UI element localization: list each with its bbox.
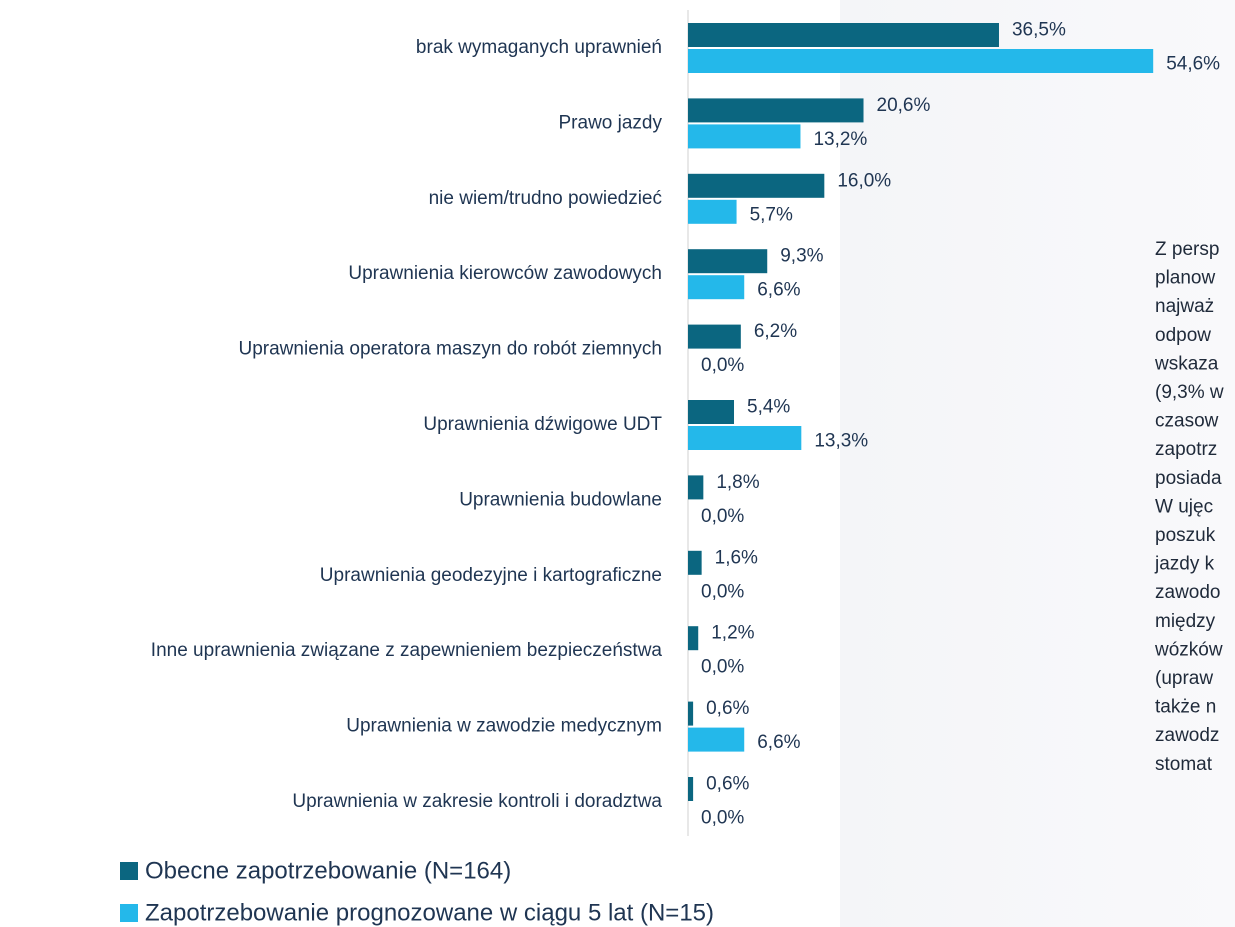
value-label: 16,0% <box>837 170 891 191</box>
bar <box>688 249 768 274</box>
category-label: Uprawnienia operatora maszyn do robót zi… <box>239 339 663 360</box>
value-label: 36,5% <box>1012 20 1066 41</box>
bar <box>688 426 802 450</box>
side-text: poszuk <box>1155 525 1216 546</box>
category-label: brak wymaganych uprawnień <box>416 37 662 58</box>
value-label: 5,4% <box>747 397 790 418</box>
side-text: zawodo <box>1155 582 1221 603</box>
value-label: 13,3% <box>814 431 868 452</box>
value-label: 1,8% <box>716 472 759 493</box>
side-text: odpow <box>1155 325 1211 346</box>
bar <box>688 49 1154 73</box>
value-label: 5,7% <box>750 204 793 225</box>
value-label: 6,2% <box>754 321 797 342</box>
value-label: 0,0% <box>701 506 744 527</box>
side-text: posiada <box>1155 468 1222 489</box>
side-text: czasow <box>1155 411 1219 432</box>
value-label: 54,6% <box>1166 54 1220 75</box>
category-label: Inne uprawnienia związane z zapewnieniem… <box>151 640 663 661</box>
bar <box>688 23 999 47</box>
bar <box>688 199 737 224</box>
bar <box>688 275 745 300</box>
bar <box>688 626 699 651</box>
value-label: 1,6% <box>715 547 758 568</box>
value-label: 0,0% <box>701 657 744 678</box>
side-text: wskaza <box>1154 353 1219 374</box>
category-label: Uprawnienia kierowców zawodowych <box>348 263 662 284</box>
bar <box>688 727 745 752</box>
legend-swatch <box>120 862 138 880</box>
side-text: zawodz <box>1155 725 1219 746</box>
value-label: 0,0% <box>701 581 744 602</box>
side-text: zapotrz <box>1155 439 1217 460</box>
category-label: Uprawnienia dźwigowe UDT <box>423 414 662 435</box>
side-text: jazdy k <box>1154 554 1215 575</box>
bar <box>688 124 801 149</box>
bar <box>688 701 694 726</box>
side-text: W ujęc <box>1155 496 1213 517</box>
bar <box>688 777 694 801</box>
bar <box>688 173 825 198</box>
side-text: najważ <box>1155 296 1214 317</box>
category-label: nie wiem/trudno powiedzieć <box>429 188 662 209</box>
side-text: (9,3% w <box>1155 382 1224 403</box>
value-label: 13,2% <box>813 129 867 150</box>
bar <box>688 324 741 349</box>
category-label: Prawo jazdy <box>559 112 663 133</box>
side-text: (upraw <box>1155 668 1213 689</box>
legend-label: Zapotrzebowanie prognozowane w ciągu 5 l… <box>145 899 714 926</box>
value-label: 0,0% <box>701 808 744 829</box>
bar <box>688 475 704 500</box>
value-label: 20,6% <box>877 95 931 116</box>
value-label: 0,6% <box>706 698 749 719</box>
legend-label: Obecne zapotrzebowanie (N=164) <box>145 857 511 884</box>
side-text: między <box>1155 611 1216 632</box>
category-label: Uprawnienia w zawodzie medycznym <box>346 716 662 737</box>
bar <box>688 400 735 424</box>
side-text: Z persp <box>1155 239 1219 260</box>
side-text: planow <box>1155 268 1215 289</box>
value-label: 6,6% <box>757 280 800 301</box>
side-panel <box>840 0 1235 927</box>
value-label: 1,2% <box>711 623 754 644</box>
side-text: stomat <box>1155 754 1213 775</box>
legend-swatch <box>120 904 138 922</box>
side-text: wózków <box>1154 639 1223 660</box>
value-label: 0,6% <box>706 774 749 795</box>
value-label: 0,0% <box>701 355 744 376</box>
bar <box>688 98 864 123</box>
category-label: Uprawnienia w zakresie kontroli i doradz… <box>292 791 662 812</box>
value-label: 9,3% <box>780 246 823 267</box>
side-text: także n <box>1155 697 1216 718</box>
bar <box>688 550 702 575</box>
category-label: Uprawnienia geodezyjne i kartograficzne <box>320 565 662 586</box>
value-label: 6,6% <box>757 732 800 753</box>
category-label: Uprawnienia budowlane <box>459 489 662 510</box>
